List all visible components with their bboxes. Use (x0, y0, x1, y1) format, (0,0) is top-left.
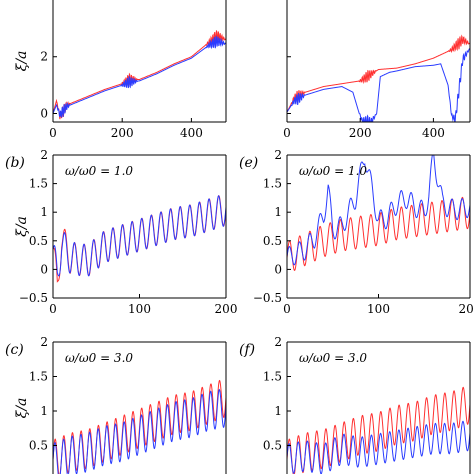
x-tick-label: 0 (49, 302, 57, 316)
series-group-f (287, 386, 470, 474)
y-tick-label: −0.5 (253, 291, 282, 305)
annotation-c: ω/ω0 = 3.0 (65, 351, 133, 365)
y-tick-label: 1.5 (263, 370, 282, 384)
axes-frame-a (52, 0, 227, 123)
y-axis-label-b: ξ/a (14, 216, 30, 237)
annotation-e: ω/ω0 = 1.0 (299, 164, 367, 178)
y-tick-label: 2 (274, 148, 282, 162)
series-group-b (53, 195, 226, 283)
panel-d: 0 200 400 (283, 0, 471, 140)
series-group-c (53, 379, 226, 474)
y-tick-label: 1.5 (29, 370, 48, 384)
series-line-d-blue (287, 47, 470, 122)
series-line-a-red (53, 30, 226, 120)
y-tick-label: −0.5 (19, 291, 48, 305)
axes-frame-b (52, 154, 227, 299)
annotation-b: ω/ω0 = 1.0 (65, 164, 133, 178)
y-tick-label: 0.5 (29, 439, 48, 453)
x-tick-label: 100 (367, 302, 390, 316)
series-group-d (287, 34, 470, 122)
y-tick-label: 1 (274, 205, 282, 219)
panel-f: 0.5 1 1.5 2 (f) ω/ω0 = 3.0 (239, 335, 471, 474)
y-tick-label: 2 (40, 50, 48, 64)
y-axis-label-a: ξ/a (14, 51, 30, 72)
panel-label-f: (f) (239, 342, 255, 358)
y-tick-label: 0 (40, 262, 48, 276)
series-line-c-blue (53, 388, 226, 474)
annotation-f: ω/ω0 = 3.0 (299, 351, 367, 365)
axes-frame-f (286, 341, 471, 474)
x-tick-label: 400 (422, 126, 445, 140)
series-line-f-red (287, 386, 470, 474)
axes-frame-e (286, 154, 471, 299)
panel-label-e: (e) (239, 155, 258, 171)
x-tick-label: 200 (459, 302, 474, 316)
y-tick-label: 0.5 (29, 234, 48, 248)
y-tick-label: 1 (40, 404, 48, 418)
x-tick-label: 400 (180, 126, 203, 140)
y-tick-label: 2 (40, 148, 48, 162)
panel-c: 0.5 1 1.5 2 (c) ω/ω0 = 3.0 ξ/a (5, 335, 227, 474)
x-tick-label: 200 (349, 126, 372, 140)
series-line-f-blue (287, 420, 470, 474)
y-tick-label: 2 (274, 335, 282, 349)
x-tick-label: 200 (111, 126, 134, 140)
series-group-a (53, 30, 226, 120)
series-line-d-red (287, 34, 470, 113)
series-line-b-blue (53, 195, 226, 277)
y-tick-label: 0 (274, 262, 282, 276)
y-tick-label: 1.5 (263, 177, 282, 191)
series-line-b-red (53, 195, 226, 283)
series-line-e-red (287, 196, 470, 272)
panel-a: 0 200 400 0 2 ξ/a (14, 0, 227, 140)
x-tick-label: 0 (283, 302, 291, 316)
series-group-e (287, 155, 470, 272)
y-tick-label: 2 (40, 335, 48, 349)
x-tick-label: 200 (215, 302, 238, 316)
y-tick-label: 0 (40, 106, 48, 120)
x-tick-label: 0 (49, 126, 57, 140)
y-tick-label: 1.5 (29, 177, 48, 191)
series-line-a-blue (53, 35, 226, 118)
y-tick-label: 0.5 (263, 234, 282, 248)
y-tick-label: 1 (40, 205, 48, 219)
panel-label-c: (c) (5, 342, 24, 358)
series-line-e-blue (287, 155, 470, 266)
panel-b: 0 100 200−0.500.511.52(b) ω/ω0 = 1.0ξ/a (5, 148, 237, 316)
x-tick-label: 0 (283, 126, 291, 140)
y-tick-label: 0.5 (263, 439, 282, 453)
panel-label-b: (b) (5, 155, 25, 171)
x-tick-label: 100 (128, 302, 151, 316)
y-tick-label: 1 (274, 404, 282, 418)
axes-frame-c (52, 341, 227, 474)
y-axis-label-c: ξ/a (14, 398, 30, 419)
axes-frame-d (286, 0, 471, 123)
